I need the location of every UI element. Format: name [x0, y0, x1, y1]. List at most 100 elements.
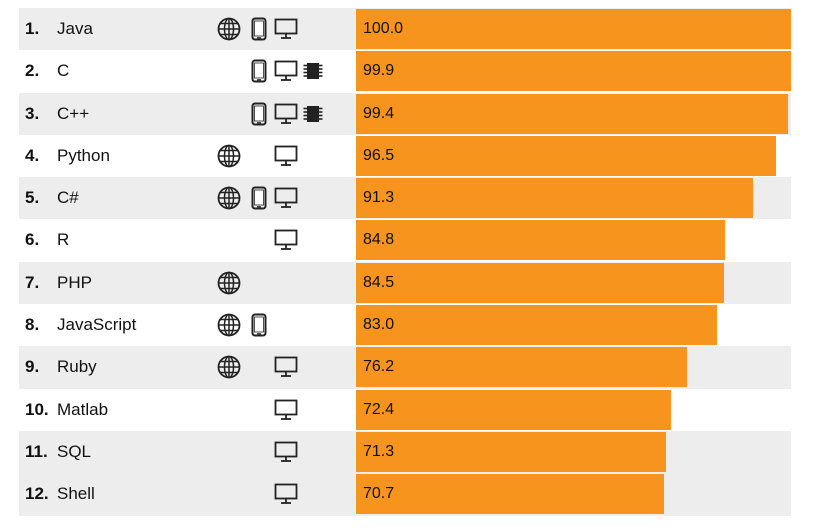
rank-label: 10.: [25, 399, 49, 419]
bar-track: 72.4: [356, 389, 791, 430]
desktop-monitor-icon: [274, 228, 298, 252]
desktop-monitor-icon: [274, 59, 298, 83]
table-row: 6. R 84.8: [19, 219, 791, 261]
desktop-monitor-icon: [274, 186, 298, 210]
platform-icons: [217, 389, 335, 431]
language-name: C: [57, 61, 70, 81]
score-value: 83.0: [363, 316, 395, 334]
platform-icons: [217, 177, 335, 219]
chip-icon: [301, 59, 325, 83]
globe-icon: [217, 355, 241, 379]
platform-icons: [217, 304, 335, 346]
score-bar: [356, 474, 664, 515]
score-bar: [356, 305, 718, 346]
score-bar: [356, 135, 776, 176]
rank-label: 2.: [25, 61, 40, 81]
desktop-monitor-icon: [274, 440, 298, 464]
score-value: 72.4: [363, 400, 395, 418]
mobile-phone-icon: [247, 186, 271, 210]
language-name: R: [57, 230, 70, 250]
platform-icons: [217, 8, 335, 50]
rank-label: 3.: [25, 103, 40, 123]
language-ranking-chart: 1. Java 100.0 2. C 99.9 3. C++ 99.4 4. Python 96.5 5…: [19, 8, 791, 516]
rank-label: 5.: [25, 188, 40, 208]
rank-label: 4.: [25, 145, 40, 165]
language-name: PHP: [57, 272, 92, 292]
score-bar: [356, 431, 667, 472]
language-name: Ruby: [57, 357, 97, 377]
score-value: 84.8: [363, 231, 395, 249]
language-name: C++: [57, 103, 90, 123]
language-name: C#: [57, 188, 79, 208]
platform-icons: [217, 219, 335, 261]
desktop-monitor-icon: [274, 398, 298, 422]
bar-track: 96.5: [356, 135, 791, 176]
score-value: 99.4: [363, 104, 395, 122]
rank-label: 8.: [25, 315, 40, 335]
globe-icon: [217, 17, 241, 41]
table-row: 4. Python 96.5: [19, 135, 791, 177]
table-row: 5. C# 91.3: [19, 177, 791, 220]
table-row: 9. Ruby 76.2: [19, 346, 791, 389]
language-name: SQL: [57, 441, 92, 461]
score-bar: [356, 178, 754, 219]
language-name: Java: [57, 19, 93, 38]
platform-icons: [217, 135, 335, 177]
platform-icons: [217, 93, 335, 135]
score-value: 91.3: [363, 189, 395, 207]
score-value: 84.5: [363, 273, 395, 291]
desktop-monitor-icon: [274, 17, 298, 41]
bar-track: 84.8: [356, 220, 791, 261]
mobile-phone-icon: [247, 59, 271, 83]
platform-icons: [217, 431, 335, 473]
table-row: 3. C++ 99.4: [19, 92, 791, 135]
bar-track: 100.0: [356, 9, 791, 49]
table-row: 12. Shell 70.7: [19, 473, 791, 516]
rank-label: 12.: [25, 484, 49, 504]
score-bar: [356, 220, 725, 261]
desktop-monitor-icon: [274, 355, 298, 379]
score-value: 76.2: [363, 358, 395, 376]
language-name: JavaScript: [57, 315, 137, 335]
table-row: 10. Matlab 72.4: [19, 389, 791, 431]
bar-track: 83.0: [356, 305, 791, 346]
platform-icons: [217, 50, 335, 92]
globe-icon: [217, 313, 241, 337]
bar-track: 91.3: [356, 178, 791, 219]
bar-track: 71.3: [356, 431, 791, 472]
bar-track: 99.4: [356, 93, 791, 134]
platform-icons: [217, 262, 335, 304]
bar-track: 99.9: [356, 51, 791, 92]
platform-icons: [217, 473, 335, 515]
globe-icon: [217, 186, 241, 210]
rank-label: 11.: [25, 441, 48, 461]
platform-icons: [217, 346, 335, 388]
bar-track: 76.2: [356, 347, 791, 388]
score-bar: [356, 262, 724, 303]
mobile-phone-icon: [247, 313, 271, 337]
table-row: 8. JavaScript 83.0: [19, 304, 791, 346]
language-name: Shell: [57, 484, 95, 504]
bar-track: 70.7: [356, 474, 791, 515]
mobile-phone-icon: [247, 17, 271, 41]
chip-icon: [301, 102, 325, 126]
rank-label: 7.: [25, 272, 40, 292]
desktop-monitor-icon: [274, 144, 298, 168]
score-bar: [356, 347, 688, 388]
score-value: 99.9: [363, 62, 395, 80]
score-bar: [356, 93, 789, 134]
score-value: 71.3: [363, 442, 395, 460]
rank-label: 6.: [25, 230, 40, 250]
language-name: Python: [57, 145, 110, 165]
score-bar: [356, 389, 671, 430]
table-row: 11. SQL 71.3: [19, 430, 791, 474]
language-name: Matlab: [57, 399, 109, 419]
score-value: 100.0: [363, 20, 404, 37]
rank-label: 9.: [25, 357, 40, 377]
table-row: 7. PHP 84.5: [19, 261, 791, 305]
bar-track: 84.5: [356, 262, 791, 303]
mobile-phone-icon: [247, 102, 271, 126]
score-bar: [356, 51, 791, 92]
score-value: 70.7: [363, 485, 395, 503]
desktop-monitor-icon: [274, 482, 298, 506]
